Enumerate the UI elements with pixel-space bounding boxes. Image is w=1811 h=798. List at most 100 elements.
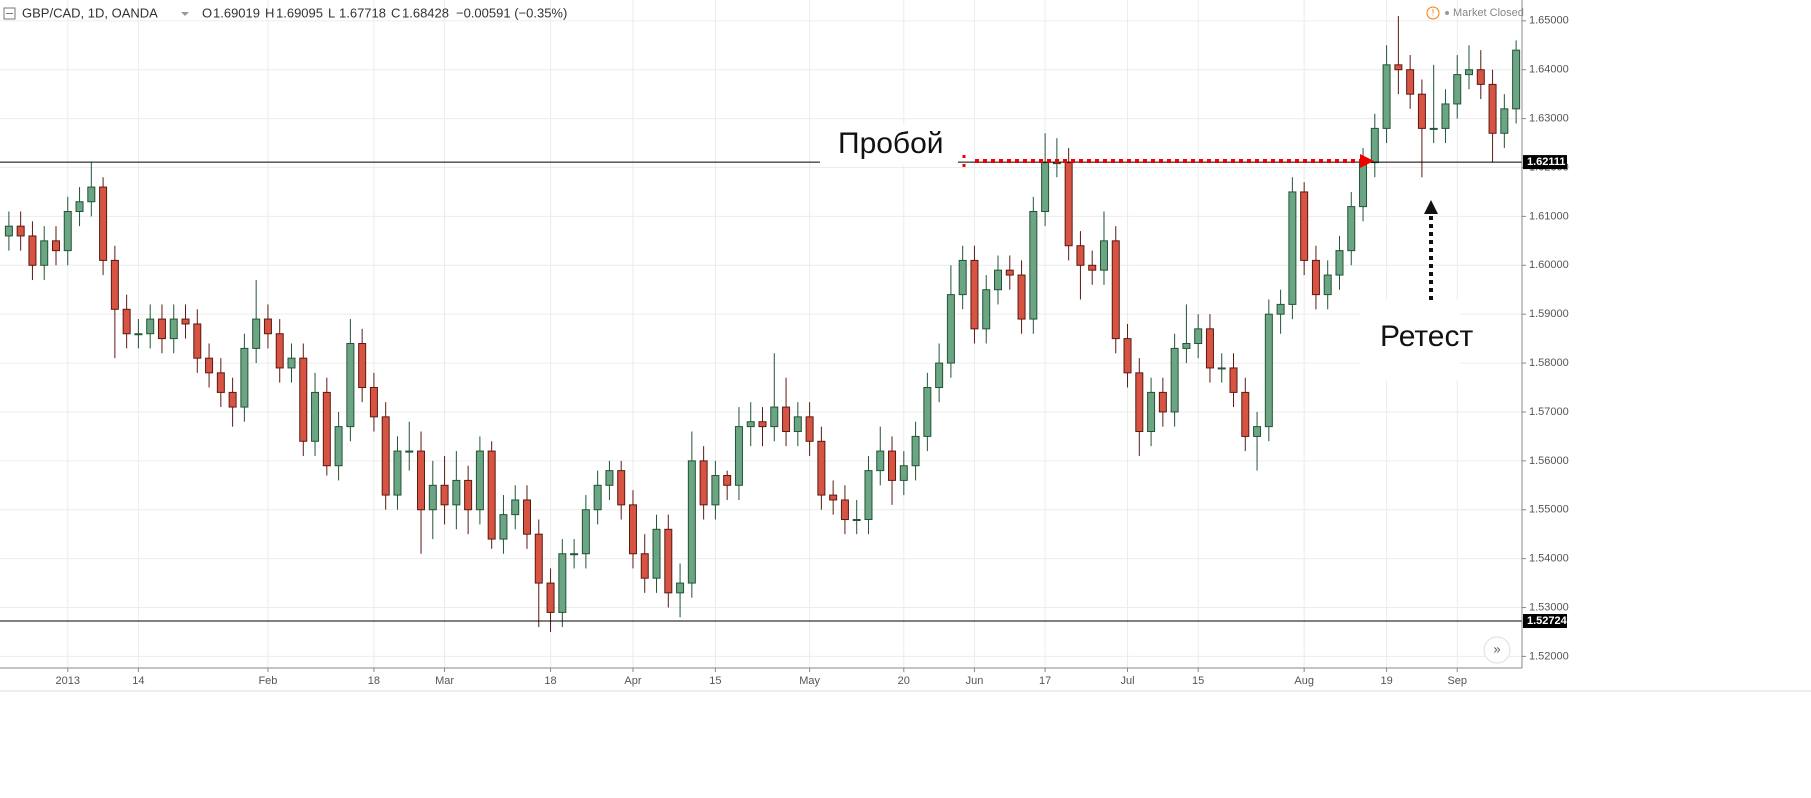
symbol-title[interactable]: GBP/CAD, 1D, OANDA	[22, 5, 158, 20]
x-tick-label: 19	[1380, 675, 1392, 687]
y-tick-label: 1.63000	[1529, 113, 1569, 125]
x-tick-label: Jun	[966, 675, 984, 687]
candle-body	[805, 416, 814, 442]
candle-body	[1205, 328, 1214, 369]
candle-body	[899, 465, 908, 481]
status-dot	[1445, 11, 1449, 15]
candle-body	[405, 450, 414, 453]
candle-body	[275, 333, 284, 369]
candle-body	[499, 514, 508, 540]
candle-body	[723, 475, 732, 486]
candle-body	[464, 479, 473, 511]
level-label-bg	[1523, 155, 1567, 170]
collapse-icon[interactable]	[3, 7, 16, 20]
candle-body	[923, 387, 932, 437]
candle-body	[1088, 264, 1097, 271]
candle-body	[1311, 259, 1320, 296]
candle-body	[581, 509, 590, 555]
annotation: Ретест	[1380, 320, 1473, 353]
candle-body	[263, 318, 272, 335]
candle-body	[157, 318, 166, 340]
y-tick-label: 1.59000	[1529, 308, 1569, 320]
candle-body	[1488, 83, 1497, 134]
x-tick-label: Aug	[1294, 675, 1314, 687]
ohlc-value: 1.68428	[402, 5, 449, 20]
candle-body	[570, 553, 579, 556]
x-tick-label: 20	[898, 675, 910, 687]
candle-body	[970, 259, 979, 330]
candle-body	[1099, 240, 1108, 271]
change: −0.00591 (−0.35%)	[456, 5, 567, 20]
ohlc-label: H	[265, 5, 274, 20]
candle-body	[1229, 367, 1238, 393]
x-tick-label: Feb	[258, 675, 277, 687]
candle-body	[1253, 426, 1262, 437]
candle-body	[381, 416, 390, 496]
candle-body	[240, 347, 249, 408]
y-tick-label: 1.58000	[1529, 357, 1569, 369]
annotation: Пробой	[838, 127, 944, 160]
scroll-button[interactable]	[1483, 636, 1511, 664]
candle-body	[522, 499, 531, 535]
candle-body	[299, 357, 308, 442]
x-tick-label: Apr	[624, 675, 641, 687]
candle-body	[1476, 69, 1485, 85]
candle-body	[1347, 206, 1356, 252]
candle-body	[487, 450, 496, 540]
x-tick-label: May	[799, 675, 820, 687]
ohlc-header: O 1.69019 H 1.69095 L 1.67718 C 1.68428	[202, 5, 449, 20]
candle-body	[1041, 162, 1050, 213]
candle-body	[546, 582, 555, 613]
candle-body	[628, 504, 637, 555]
candle-body	[782, 406, 791, 433]
x-tick-label: 15	[1192, 675, 1204, 687]
candle-body	[617, 470, 626, 506]
candle-body	[16, 225, 25, 237]
y-tick-label: 1.55000	[1529, 504, 1569, 516]
candle-body	[1123, 338, 1132, 374]
candle-body	[770, 406, 779, 428]
candle-body	[511, 499, 520, 516]
candle-body	[1017, 274, 1026, 320]
candle-body	[1441, 103, 1450, 129]
candle-body	[840, 499, 849, 521]
candle-body	[1512, 49, 1521, 110]
ohlc-label: L	[328, 5, 335, 20]
candle-body	[711, 475, 720, 506]
candle-body	[1382, 64, 1391, 129]
candle-body	[958, 259, 967, 296]
candle-body	[829, 494, 838, 501]
candle-body	[1370, 127, 1379, 164]
candle-body	[852, 519, 861, 522]
level-label-bg	[1523, 614, 1567, 629]
x-tick-label: 2013	[56, 675, 80, 687]
retest-arrow-head	[1424, 200, 1438, 214]
candle-body	[87, 186, 96, 203]
candle-body	[40, 240, 49, 266]
candle-body	[664, 528, 673, 594]
candle-body	[534, 533, 543, 584]
candle-body	[1394, 64, 1403, 71]
candle-body	[1217, 367, 1226, 370]
candle-body	[1453, 74, 1462, 105]
candle-body	[1429, 127, 1438, 130]
candle-body	[146, 318, 155, 335]
candle-body	[1359, 162, 1368, 208]
y-tick-label: 1.53000	[1529, 601, 1569, 613]
x-tick-label: Mar	[435, 675, 454, 687]
candle-body	[440, 484, 449, 506]
candle-body	[1417, 93, 1426, 129]
candle-body	[63, 211, 72, 252]
candle-body	[1264, 313, 1273, 428]
candle-body	[558, 553, 567, 613]
candle-body	[817, 440, 826, 496]
candle-body	[181, 318, 190, 325]
dropdown-icon[interactable]	[181, 12, 189, 16]
ohlc-label: C	[391, 5, 400, 20]
ohlc-label: O	[202, 5, 212, 20]
y-tick-label: 1.61000	[1529, 210, 1569, 222]
candle-body	[1147, 391, 1156, 433]
candle-body	[876, 450, 885, 472]
status-icon[interactable]	[1426, 6, 1440, 20]
candle-body	[452, 479, 461, 506]
